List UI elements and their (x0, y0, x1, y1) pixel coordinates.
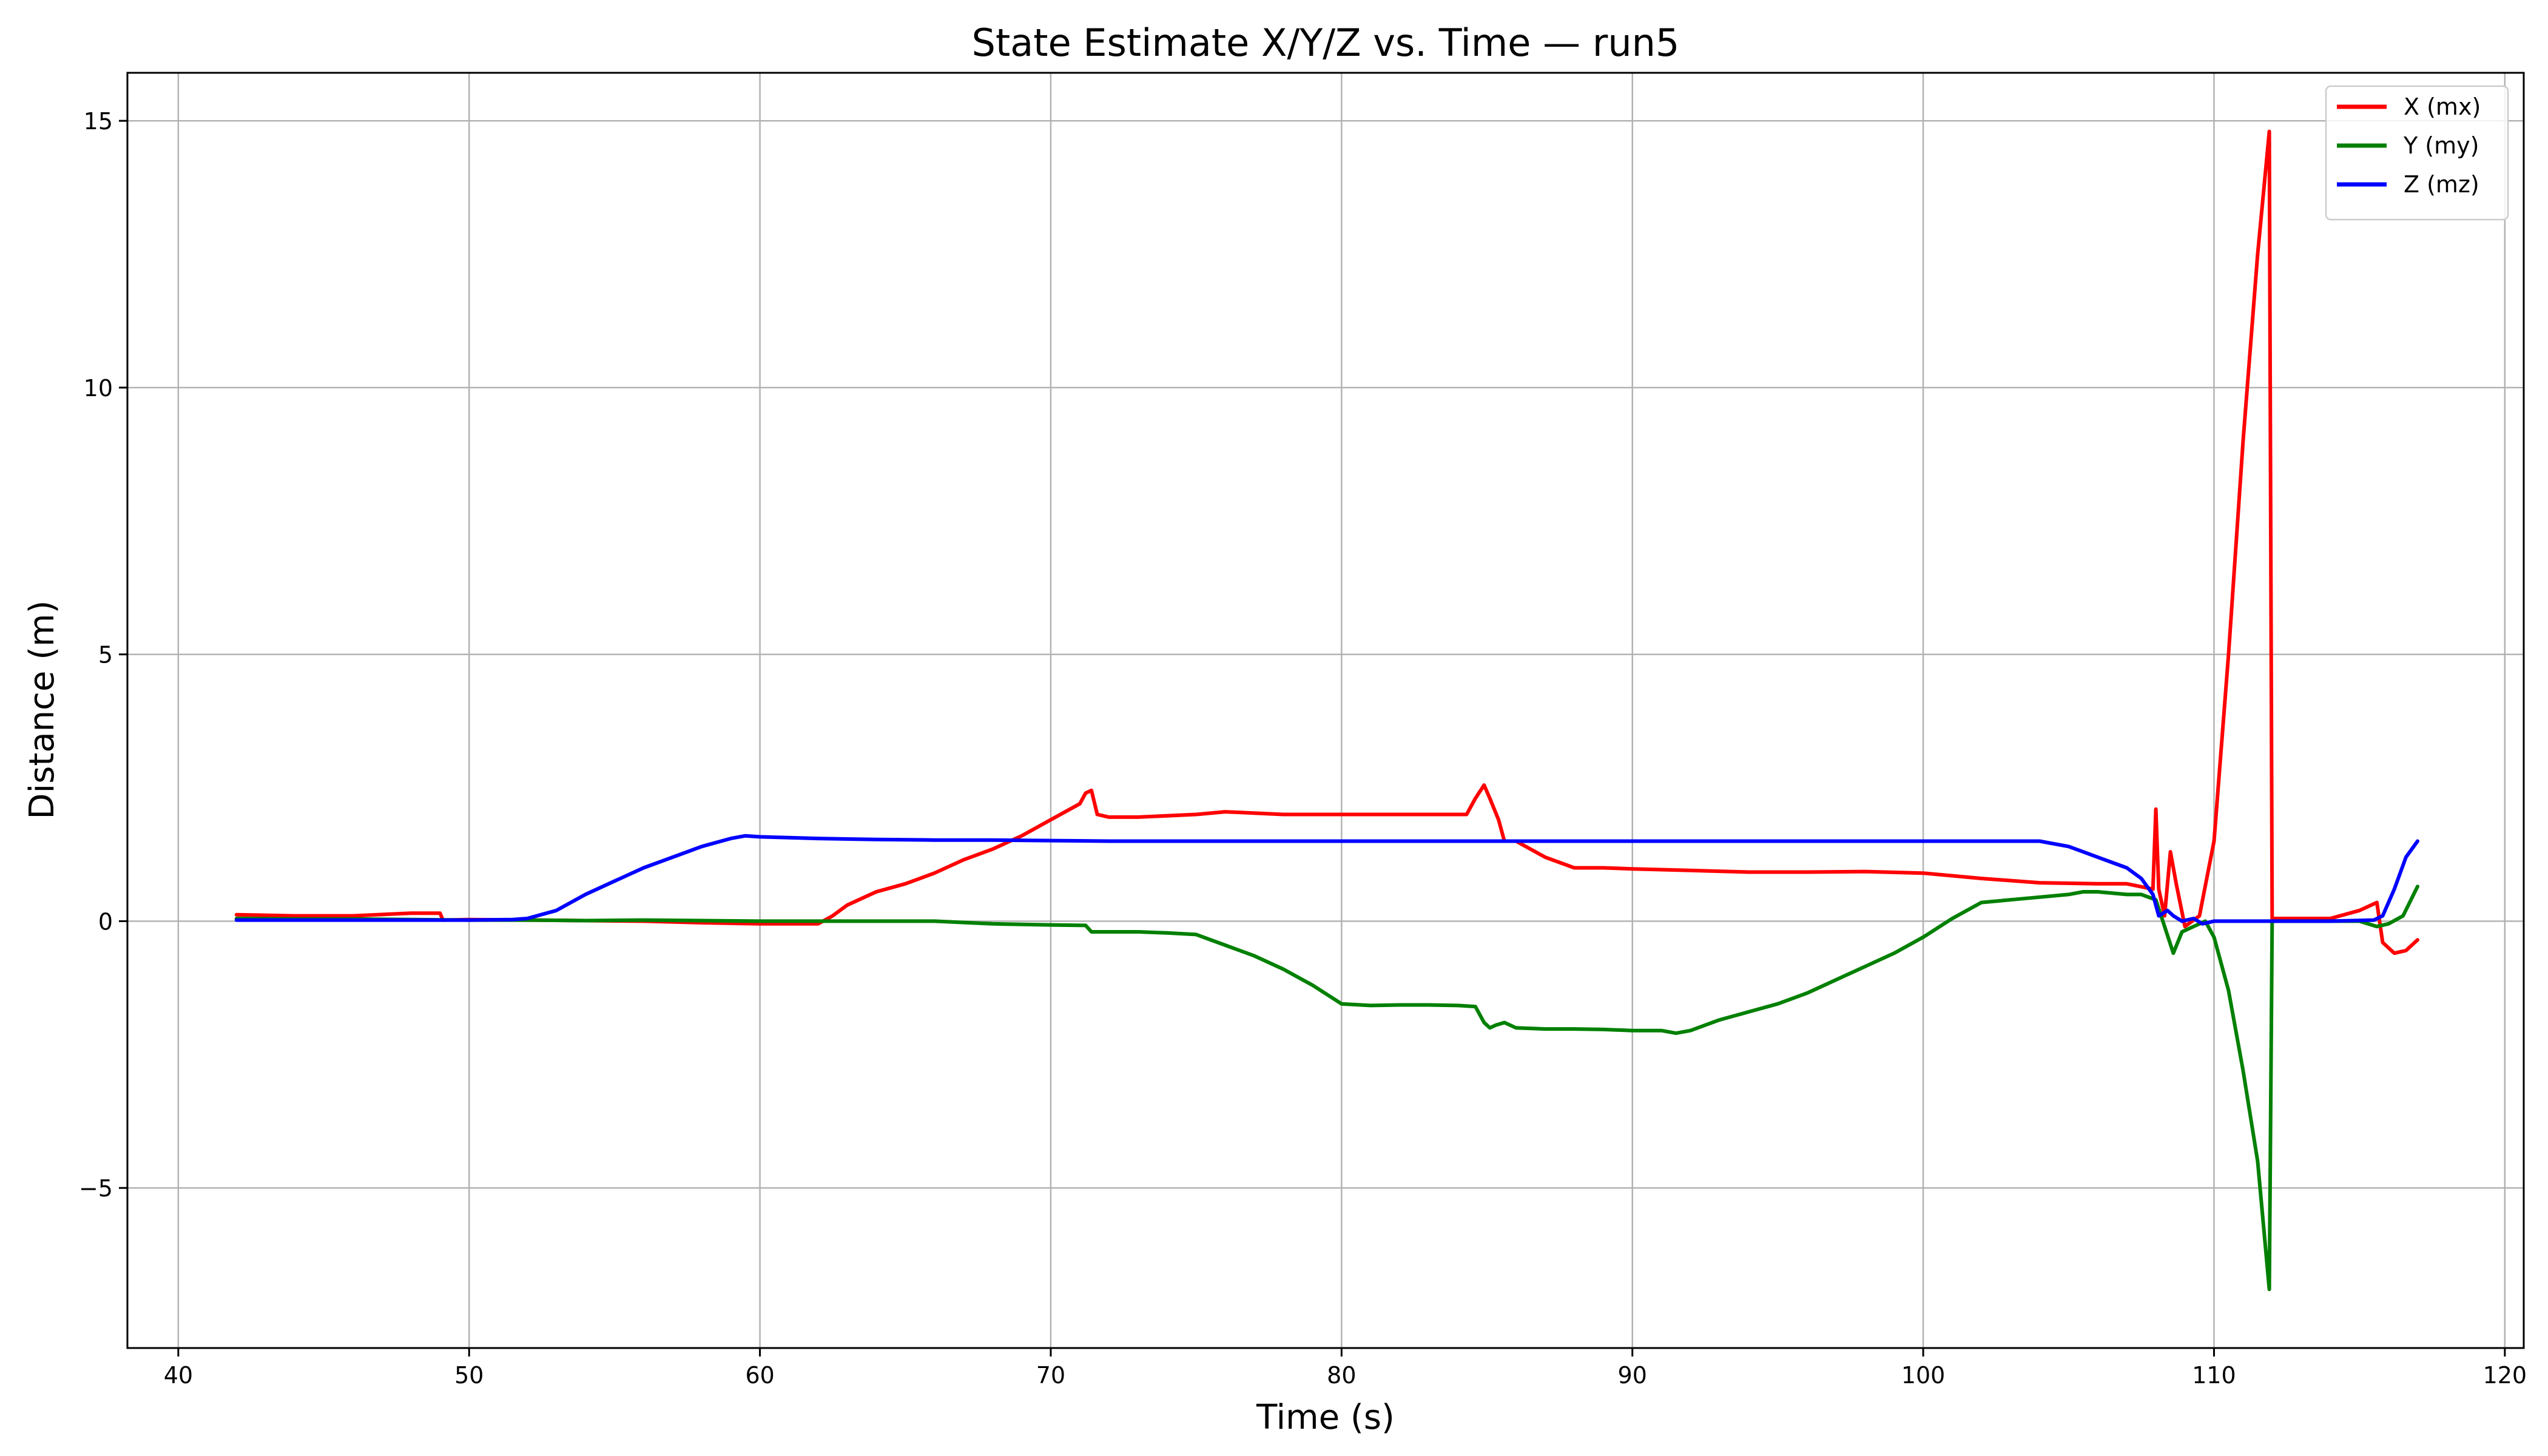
chart-title: State Estimate X/Y/Z vs. Time — run5 (972, 21, 1680, 65)
grid (127, 73, 2524, 1348)
series-layer (234, 129, 2419, 1292)
y-axis-label: Distance (m) (22, 601, 62, 820)
legend-item-label: Y (my) (2403, 132, 2479, 159)
y-tick-label: 10 (84, 375, 113, 402)
series-line-z (234, 834, 2419, 926)
legend-item-label: Z (mz) (2404, 171, 2479, 198)
x-tick-label: 100 (1901, 1362, 1946, 1389)
series-line-x (234, 129, 2419, 956)
y-axis: −5 0 5 10 15 (79, 108, 127, 1202)
x-tick-label: 50 (454, 1362, 484, 1389)
series-line-y (234, 885, 2419, 1292)
y-tick-label: 15 (84, 108, 113, 135)
y-tick-label: −5 (79, 1175, 113, 1202)
x-tick-label: 80 (1327, 1362, 1356, 1389)
x-tick-label: 40 (164, 1362, 193, 1389)
x-axis: 40 50 60 70 80 90 100 110 120 (164, 1348, 2527, 1389)
y-tick-label: 5 (98, 642, 113, 669)
x-tick-label: 90 (1618, 1362, 1647, 1389)
x-tick-label: 110 (2192, 1362, 2236, 1389)
x-tick-label: 70 (1036, 1362, 1065, 1389)
x-axis-label: Time (s) (1256, 1398, 1395, 1437)
plot-area (126, 72, 2525, 1349)
legend-item-label: X (mx) (2404, 93, 2481, 120)
y-tick-label: 0 (98, 908, 113, 935)
legend: X (mx) Y (my) Z (mz) (2325, 85, 2509, 221)
x-tick-label: 120 (2483, 1362, 2527, 1389)
x-tick-label: 60 (745, 1362, 774, 1389)
